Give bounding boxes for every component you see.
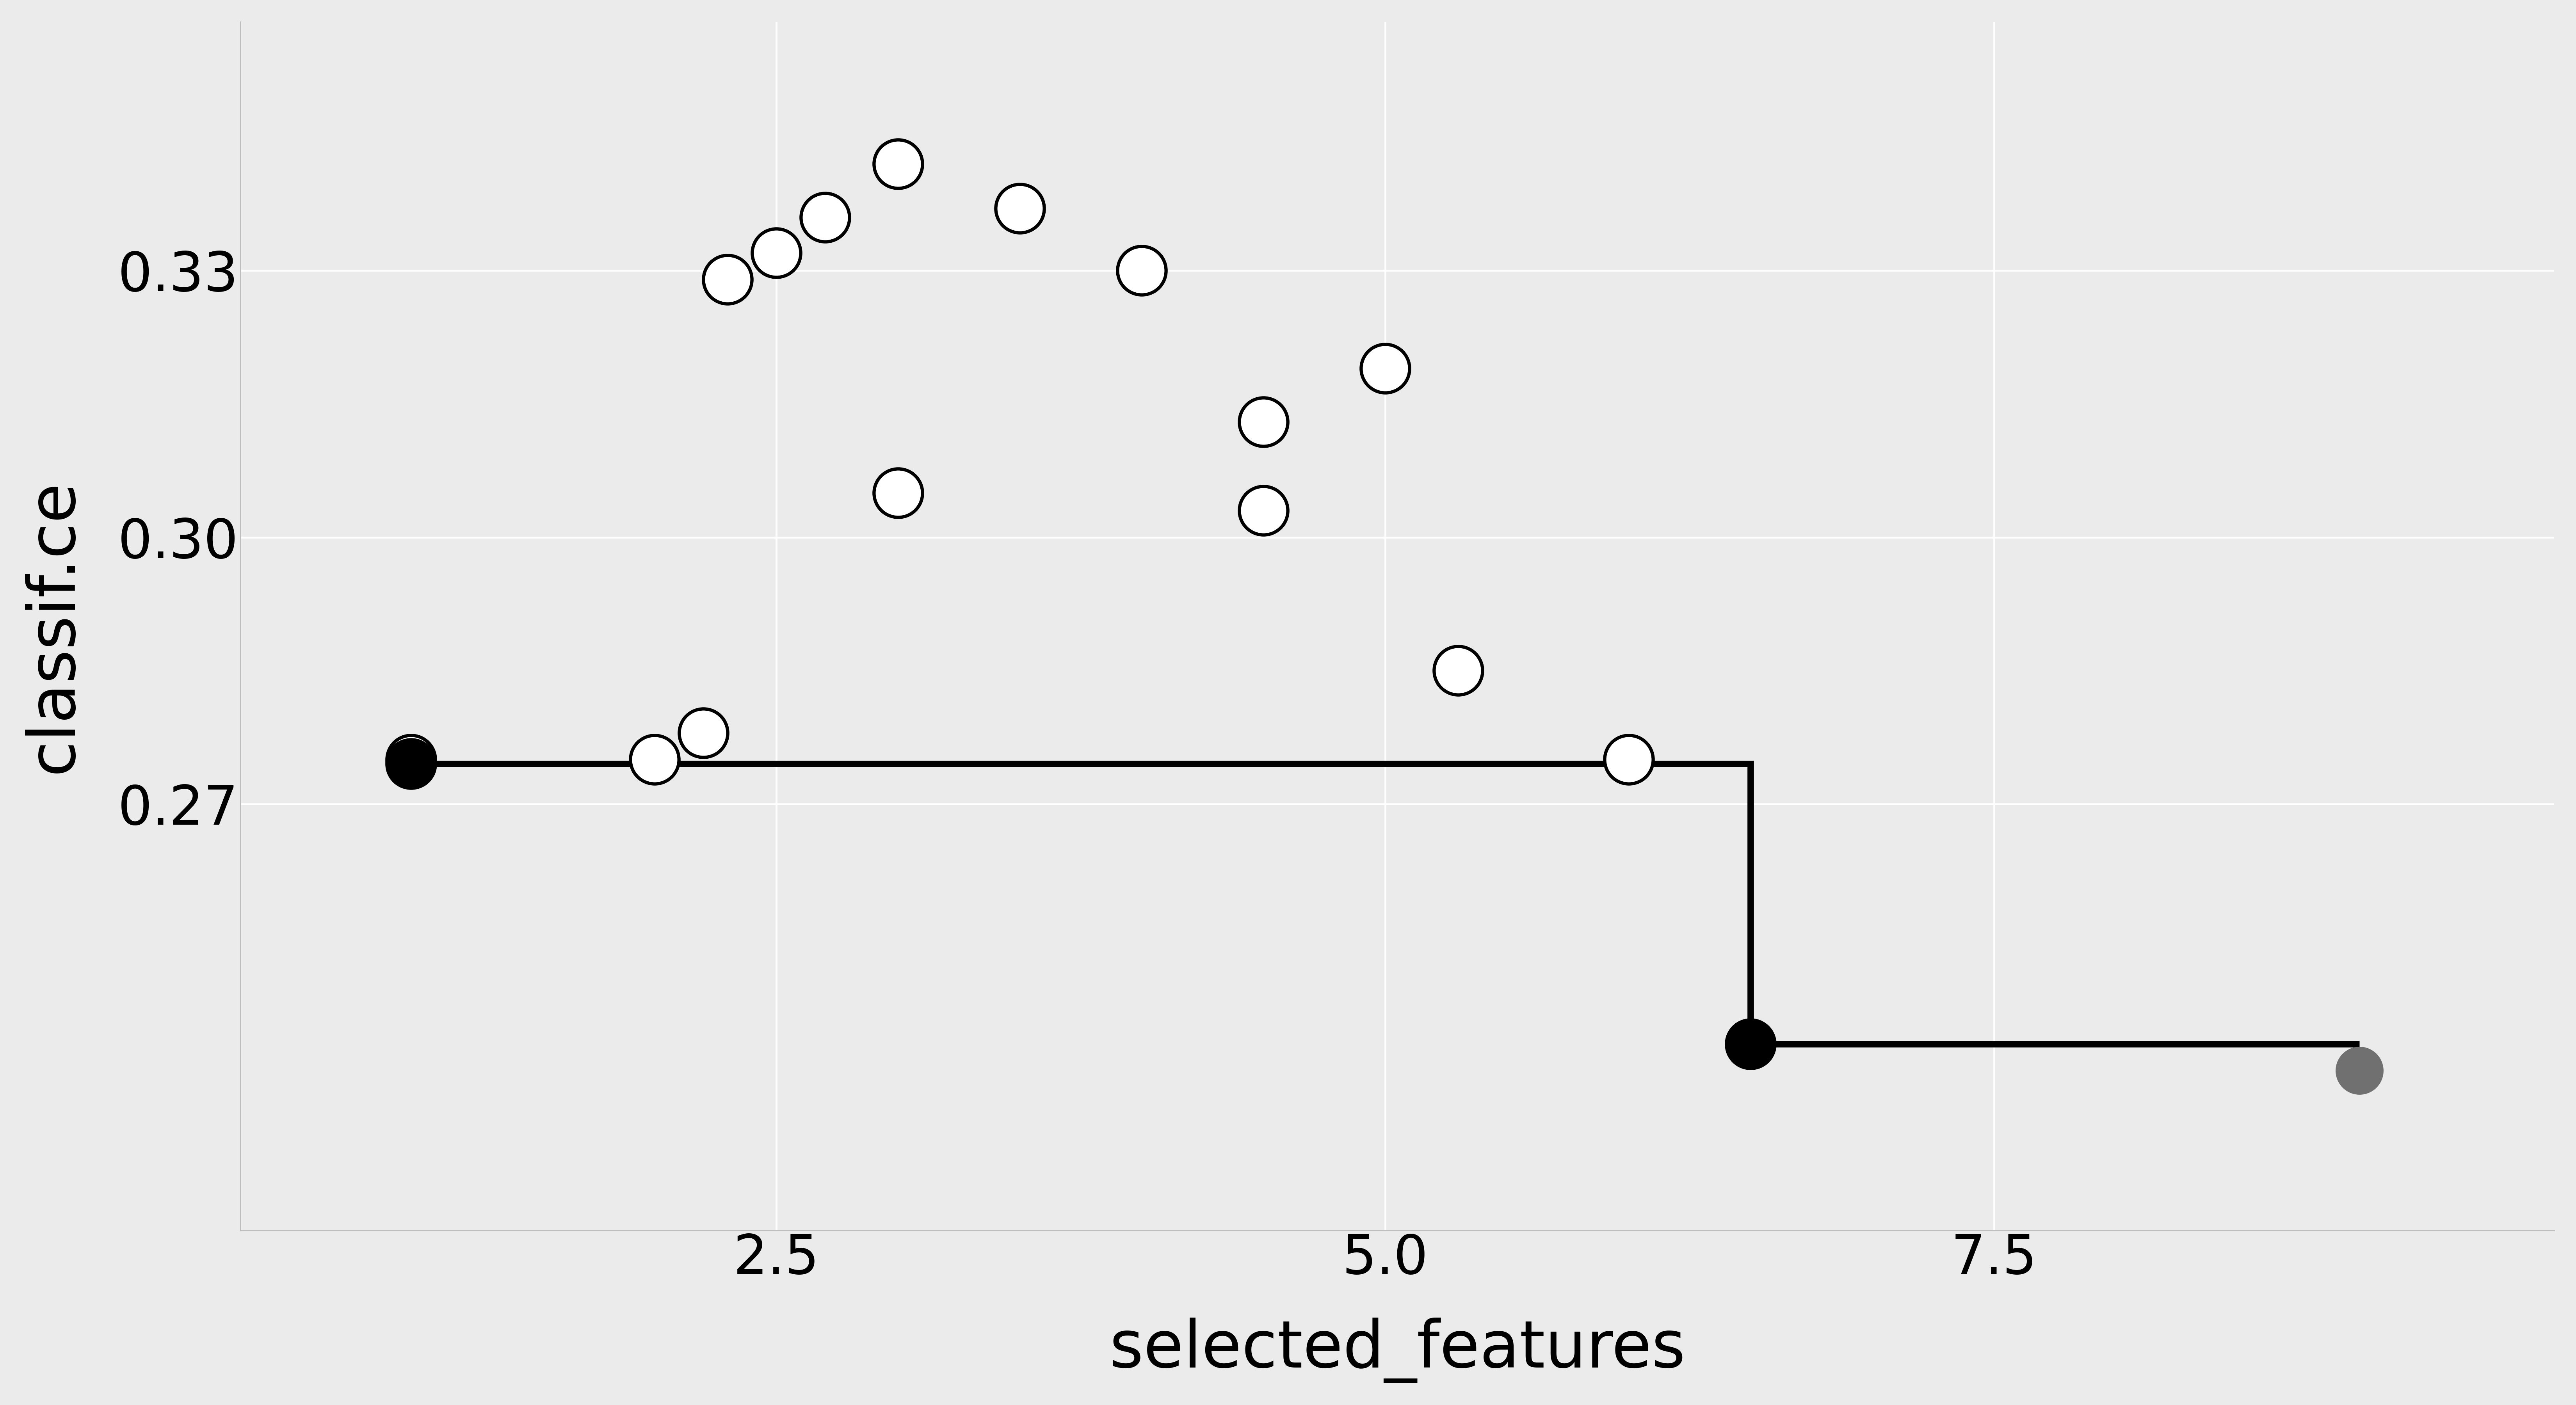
Point [804, 207, 845, 229]
Point [1731, 1033, 1772, 1055]
Point [999, 197, 1041, 219]
X-axis label: selected_features: selected_features [1110, 1318, 1685, 1384]
Point [1242, 410, 1283, 433]
Point [878, 153, 920, 176]
Point [1437, 659, 1479, 681]
Point [1365, 357, 1406, 379]
Point [2339, 1059, 2380, 1082]
Point [683, 722, 724, 745]
Point [878, 482, 920, 504]
Point [634, 749, 675, 771]
Point [755, 242, 796, 264]
Point [1121, 260, 1162, 282]
Point [1242, 499, 1283, 521]
Point [392, 753, 433, 776]
Point [1607, 749, 1649, 771]
Y-axis label: classif.ce: classif.ce [21, 479, 85, 773]
Point [392, 749, 433, 771]
Point [706, 268, 747, 291]
